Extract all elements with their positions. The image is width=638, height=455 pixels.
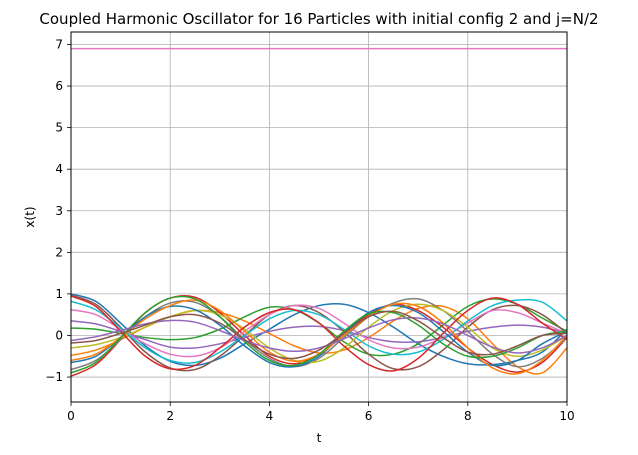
y-tick-label: −1: [45, 370, 63, 384]
x-axis-label: t: [317, 431, 322, 445]
y-tick-label: 3: [55, 204, 63, 218]
y-tick-label: 7: [55, 37, 63, 51]
series-line-10: [70, 298, 568, 364]
y-tick-label: 5: [55, 121, 63, 135]
chart-title: Coupled Harmonic Oscillator for 16 Parti…: [39, 10, 598, 28]
y-tick-label: 1: [55, 287, 63, 301]
series-layer: [70, 47, 568, 377]
series-line-16: [70, 310, 568, 360]
y-tick-label: 0: [55, 328, 63, 342]
y-tick-label: 4: [55, 162, 63, 176]
x-tick-label: 4: [266, 409, 274, 423]
x-tick-label: 2: [166, 409, 174, 423]
series-line-1: [70, 293, 568, 367]
series-line-5: [70, 320, 568, 350]
series-line-9: [70, 303, 568, 364]
y-tick-label: 2: [55, 245, 63, 259]
y-axis-label: x(t): [23, 206, 37, 227]
x-tick-label: 10: [559, 409, 574, 423]
x-tick-label: 0: [67, 409, 75, 423]
series-line-14: [70, 295, 568, 372]
series-line-7: [70, 304, 568, 358]
series-line-13: [70, 295, 568, 374]
plot-frame: [70, 31, 568, 403]
axis-ticks: 0 2 4 6 8 10 −1 0 1 2 3 4 5 6 7: [45, 37, 574, 423]
series-line-8: [70, 297, 568, 371]
x-tick-label: 6: [365, 409, 373, 423]
y-tick-label: 6: [55, 79, 63, 93]
x-tick-label: 8: [464, 409, 472, 423]
